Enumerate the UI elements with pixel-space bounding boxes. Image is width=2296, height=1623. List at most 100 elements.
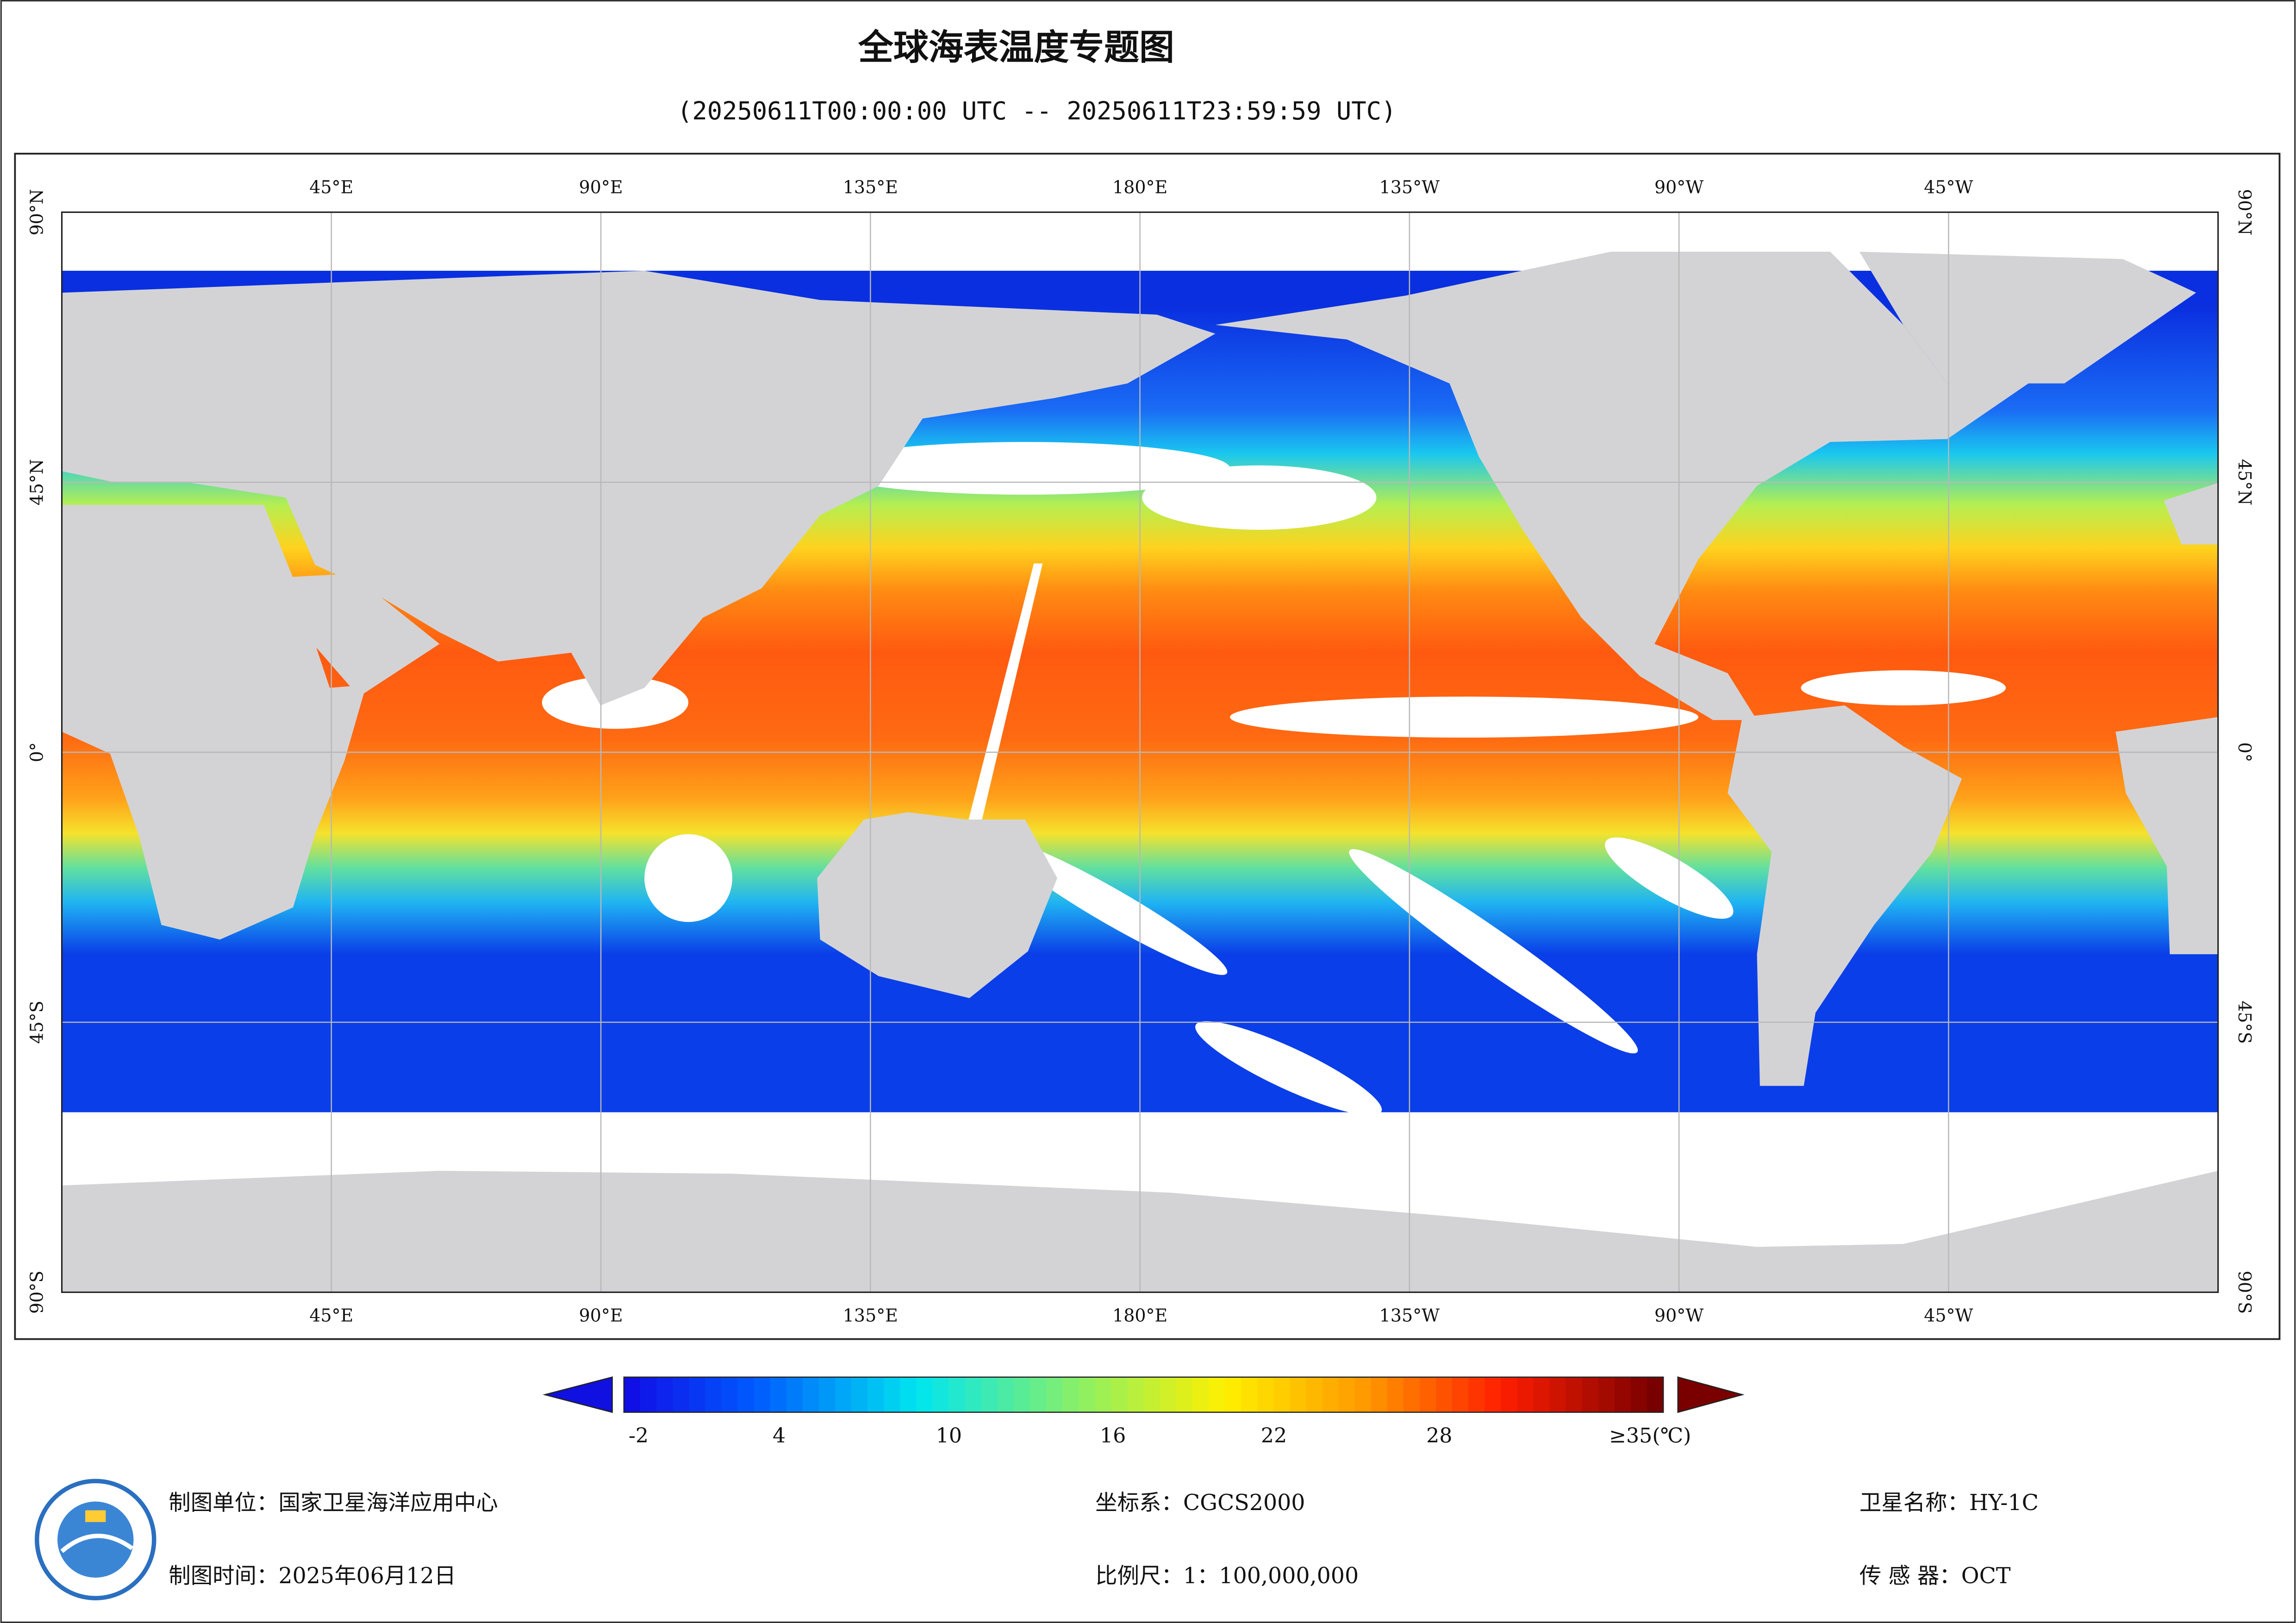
colorbar-swatch bbox=[1387, 1377, 1404, 1412]
colorbar-swatch bbox=[1647, 1377, 1664, 1412]
cloud-gap bbox=[1230, 696, 1699, 738]
colorbar-swatch bbox=[1029, 1377, 1047, 1412]
lon-label-top: 135°E bbox=[843, 177, 898, 197]
colorbar-swatch bbox=[1224, 1377, 1242, 1412]
colorbar-tick-label: 22 bbox=[1261, 1424, 1287, 1448]
africa bbox=[62, 504, 367, 940]
lon-label-bottom: 90°W bbox=[1654, 1306, 1703, 1326]
colorbar-swatch bbox=[965, 1377, 982, 1412]
colorbar-high-arrow bbox=[1677, 1376, 1745, 1413]
australia bbox=[817, 812, 1057, 998]
colorbar-swatch bbox=[1290, 1377, 1307, 1412]
colorbar-swatch bbox=[997, 1377, 1014, 1412]
lat-label-left: 0° bbox=[26, 742, 47, 762]
lon-label-bottom: 135°E bbox=[843, 1306, 898, 1326]
colorbar-swatch bbox=[851, 1377, 868, 1412]
colorbar-swatch bbox=[1614, 1377, 1631, 1412]
cloud-gap bbox=[1801, 670, 2006, 706]
colorbar-tick-label: -2 bbox=[629, 1424, 649, 1448]
colorbar-swatch bbox=[1468, 1377, 1485, 1412]
colorbar-swatch bbox=[1111, 1377, 1128, 1412]
map bbox=[62, 212, 2218, 1293]
colorbar-swatch bbox=[1062, 1377, 1079, 1412]
lat-label-right: 90°N bbox=[2234, 189, 2255, 235]
colorbar-swatch bbox=[1452, 1377, 1469, 1412]
footer-satellite: 卫星名称：HY-1C bbox=[1859, 1490, 2039, 1516]
colorbar-swatch bbox=[1046, 1377, 1063, 1412]
colorbar-swatch bbox=[1549, 1377, 1566, 1412]
colorbar-swatch bbox=[1517, 1377, 1534, 1412]
arabia bbox=[271, 573, 440, 697]
colorbar-swatch bbox=[1241, 1377, 1258, 1412]
north-america bbox=[1215, 251, 2050, 720]
colorbar-swatch bbox=[884, 1377, 901, 1412]
lon-label-top: 90°W bbox=[1654, 177, 1703, 197]
lat-label-right: 45°N bbox=[2234, 459, 2255, 505]
footer-unit: 制图单位：国家卫星海洋应用中心 bbox=[168, 1490, 498, 1516]
colorbar-swatch bbox=[900, 1377, 917, 1412]
colorbar-swatch bbox=[1127, 1377, 1144, 1412]
colorbar-swatch bbox=[1533, 1377, 1550, 1412]
cloud-gap bbox=[998, 839, 1228, 975]
colorbar-swatch bbox=[737, 1377, 755, 1412]
lat-label-left: 90°S bbox=[26, 1271, 47, 1314]
colorbar-tick-label: 28 bbox=[1426, 1424, 1452, 1448]
logo-wave bbox=[60, 1534, 134, 1553]
colorbar-swatch bbox=[1630, 1377, 1647, 1412]
colorbar-swatch bbox=[721, 1377, 738, 1412]
cloud-gaps bbox=[62, 212, 2218, 1200]
colorbar-swatch bbox=[1354, 1377, 1372, 1412]
cloud-gap bbox=[542, 676, 689, 729]
colorbar-swatch bbox=[689, 1377, 706, 1412]
lon-label-top: 45°W bbox=[1924, 177, 1973, 197]
cloud-gap bbox=[1605, 837, 1734, 919]
colorbar-swatch bbox=[1598, 1377, 1615, 1412]
footer-scale: 比例尺：1：100,000,000 bbox=[1095, 1563, 1359, 1589]
colorbar-swatch bbox=[1419, 1377, 1436, 1412]
greenland bbox=[1859, 251, 2196, 384]
colorbar-swatch bbox=[1143, 1377, 1160, 1412]
colorbar-swatch bbox=[1095, 1377, 1112, 1412]
lat-label-right: 90°S bbox=[2234, 1271, 2255, 1314]
colorbar-swatch bbox=[1371, 1377, 1388, 1412]
colorbar-swatch bbox=[705, 1377, 722, 1412]
colorbar-swatch bbox=[916, 1377, 933, 1412]
logo-satellite bbox=[85, 1510, 106, 1522]
lon-label-top: 90°E bbox=[579, 177, 623, 197]
colorbar-swatch bbox=[1435, 1377, 1453, 1412]
colorbar-swatch bbox=[1582, 1377, 1599, 1412]
cloud-gap bbox=[1195, 1021, 1382, 1116]
subtitle: (20250611T00:00:00 UTC -- 20250611T23:59… bbox=[677, 96, 1396, 125]
colorbar-swatch bbox=[981, 1377, 998, 1412]
graticule bbox=[62, 212, 2218, 1293]
lon-label-bottom: 45°W bbox=[1924, 1306, 1973, 1326]
colorbar-swatch bbox=[818, 1377, 836, 1412]
colorbar-swatch bbox=[1176, 1377, 1193, 1412]
lat-label-left: 90°N bbox=[26, 189, 47, 235]
colorbar-tick-label: 16 bbox=[1100, 1424, 1126, 1448]
colorbar-swatch bbox=[640, 1377, 657, 1412]
swath-gap bbox=[952, 563, 1043, 886]
colorbar-swatch bbox=[948, 1377, 966, 1412]
europe-west bbox=[2164, 483, 2218, 545]
colorbar-swatch bbox=[1566, 1377, 1583, 1412]
colorbar-swatch bbox=[656, 1377, 674, 1412]
colorbar-swatch bbox=[1079, 1377, 1096, 1412]
lon-label-bottom: 90°E bbox=[579, 1306, 623, 1326]
colorbar-swatch bbox=[1273, 1377, 1291, 1412]
eurasia bbox=[62, 271, 1216, 706]
lon-label-bottom: 135°W bbox=[1379, 1306, 1440, 1326]
colorbar: -2 4 10 16 22 28 ≥35(℃) bbox=[543, 1376, 1745, 1448]
cloud-gap bbox=[820, 442, 1230, 495]
graticule-labels: 45°E 45°E 90°E 90°E 135°E 135°E 180°E 180°E 135°… bbox=[26, 177, 2254, 1325]
colorbar-swatch bbox=[1306, 1377, 1323, 1412]
colorbar-tick-label: 10 bbox=[936, 1424, 962, 1448]
lat-label-right: 0° bbox=[2234, 742, 2255, 762]
lon-label-top: 135°W bbox=[1379, 177, 1440, 197]
colorbar-swatch bbox=[1013, 1377, 1030, 1412]
cloud-gap bbox=[644, 834, 732, 922]
west-africa bbox=[2115, 717, 2218, 954]
colorbar-swatch bbox=[1208, 1377, 1225, 1412]
footer-crs: 坐标系：CGCS2000 bbox=[1095, 1490, 1305, 1516]
colorbar-border bbox=[623, 1376, 1664, 1413]
